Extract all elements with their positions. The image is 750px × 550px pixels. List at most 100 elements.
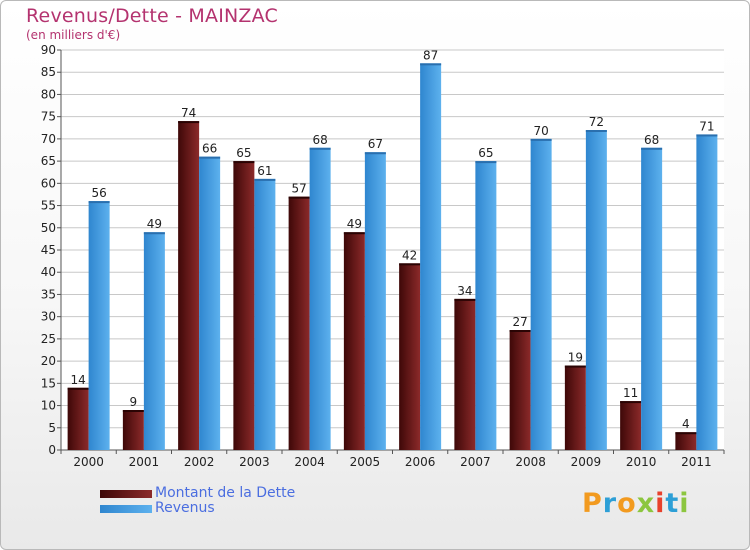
data-label-dette: 9 bbox=[130, 395, 138, 409]
data-label-revenus: 61 bbox=[257, 164, 272, 178]
bar-dette bbox=[620, 401, 642, 450]
x-tick-label: 2002 bbox=[184, 455, 215, 469]
bar-revenus-top bbox=[641, 147, 663, 150]
y-tick-label: 75 bbox=[41, 110, 56, 124]
bar-revenus bbox=[143, 232, 165, 450]
bar-dette-top bbox=[122, 410, 144, 412]
bar-dette-top bbox=[178, 121, 200, 124]
logo-letter: t bbox=[665, 488, 680, 519]
bar-revenus bbox=[420, 63, 442, 450]
bar-dette bbox=[288, 196, 310, 450]
y-tick-label: 60 bbox=[41, 176, 56, 190]
data-label-revenus: 49 bbox=[147, 217, 162, 231]
x-tick-label: 2010 bbox=[626, 455, 657, 469]
bar-dette-top bbox=[288, 196, 310, 199]
bar-dette-top bbox=[454, 298, 476, 301]
data-label-revenus: 70 bbox=[533, 124, 548, 138]
bar-revenus-top bbox=[530, 138, 552, 141]
bar-revenus bbox=[530, 138, 552, 450]
logo-letter: i bbox=[655, 488, 666, 519]
bar-revenus-top bbox=[364, 152, 386, 155]
chart-subtitle: (en milliers d'€) bbox=[26, 28, 121, 42]
x-tick-label: 2004 bbox=[294, 455, 325, 469]
bar-dette bbox=[509, 330, 531, 450]
y-tick-label: 70 bbox=[41, 132, 56, 146]
bar-dette bbox=[67, 387, 89, 450]
bar-revenus bbox=[364, 152, 386, 450]
bar-dette-top bbox=[399, 263, 421, 266]
y-tick-label: 5 bbox=[48, 421, 56, 435]
bar-dette-top bbox=[675, 432, 697, 435]
x-tick-label: 2000 bbox=[73, 455, 104, 469]
logo-letter: r bbox=[602, 488, 618, 519]
bar-dette-top bbox=[343, 232, 365, 235]
data-label-dette: 74 bbox=[181, 106, 196, 120]
data-label-dette: 49 bbox=[347, 217, 362, 231]
x-tick-label: 2003 bbox=[239, 455, 270, 469]
bar-revenus bbox=[254, 178, 276, 450]
bar-revenus-top bbox=[696, 134, 718, 137]
bar-dette bbox=[233, 161, 255, 450]
proxiti-logo: Proxiti bbox=[582, 488, 690, 519]
legend-label-revenus: Revenus bbox=[155, 500, 215, 516]
bar-revenus-top bbox=[199, 156, 221, 159]
x-tick-label: 2006 bbox=[405, 455, 436, 469]
bar-dette-top bbox=[509, 330, 531, 332]
logo-letter: x bbox=[636, 488, 656, 519]
bar-dette-top bbox=[233, 161, 255, 164]
data-label-revenus: 87 bbox=[423, 48, 438, 62]
y-tick-label: 25 bbox=[41, 332, 56, 346]
bar-dette bbox=[399, 263, 421, 450]
legend-label-dette: Montant de la Dette bbox=[155, 485, 296, 501]
data-label-dette: 27 bbox=[512, 315, 527, 329]
y-tick-label: 30 bbox=[41, 310, 56, 324]
y-tick-label: 50 bbox=[41, 221, 56, 235]
y-tick-label: 80 bbox=[41, 87, 56, 101]
bar-revenus bbox=[88, 201, 110, 450]
data-label-dette: 11 bbox=[623, 386, 638, 400]
x-tick-label: 2005 bbox=[350, 455, 381, 469]
data-label-revenus: 68 bbox=[644, 133, 659, 147]
logo-letter: o bbox=[617, 488, 637, 519]
bar-revenus-top bbox=[420, 63, 442, 66]
data-label-dette: 14 bbox=[70, 373, 85, 387]
data-label-revenus: 56 bbox=[91, 186, 106, 200]
bar-revenus-top bbox=[475, 161, 497, 164]
bar-dette bbox=[564, 365, 586, 450]
bar-dette-top bbox=[67, 387, 89, 390]
legend-swatch-dette bbox=[100, 490, 152, 498]
legend-swatch-revenus bbox=[100, 505, 152, 513]
bar-revenus-top bbox=[585, 130, 607, 132]
bar-dette bbox=[675, 432, 697, 450]
y-tick-label: 0 bbox=[48, 443, 56, 457]
y-tick-label: 10 bbox=[41, 399, 56, 413]
bar-revenus bbox=[475, 161, 497, 450]
bar-dette-top bbox=[564, 365, 586, 368]
x-tick-label: 2011 bbox=[681, 455, 712, 469]
y-tick-label: 85 bbox=[41, 65, 56, 79]
data-label-dette: 57 bbox=[291, 182, 306, 196]
data-label-dette: 19 bbox=[568, 351, 583, 365]
y-tick-label: 20 bbox=[41, 354, 56, 368]
data-label-dette: 65 bbox=[236, 146, 251, 160]
data-label-dette: 4 bbox=[682, 417, 690, 431]
bar-dette-top bbox=[620, 401, 642, 404]
bar-revenus bbox=[641, 147, 663, 450]
bar-dette bbox=[122, 410, 144, 450]
data-label-dette: 34 bbox=[457, 284, 472, 298]
logo-letter: P bbox=[582, 488, 603, 519]
bar-dette bbox=[454, 298, 476, 450]
y-tick-label: 90 bbox=[41, 43, 56, 57]
data-label-revenus: 71 bbox=[699, 119, 714, 133]
bar-revenus bbox=[199, 156, 221, 450]
y-tick-label: 15 bbox=[41, 376, 56, 390]
y-tick-label: 65 bbox=[41, 154, 56, 168]
y-tick-label: 55 bbox=[41, 199, 56, 213]
x-tick-label: 2001 bbox=[129, 455, 160, 469]
y-tick-label: 40 bbox=[41, 265, 56, 279]
chart-title: Revenus/Dette - MAINZAC bbox=[26, 5, 278, 27]
data-label-revenus: 66 bbox=[202, 142, 217, 156]
bar-dette bbox=[178, 121, 200, 450]
y-tick-label: 35 bbox=[41, 287, 56, 301]
